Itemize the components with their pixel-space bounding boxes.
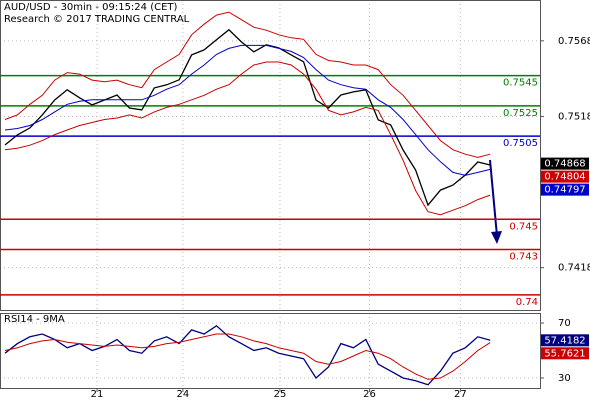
rsi-title: RSI14 - 9MA [4, 314, 65, 325]
x-tick-label: 21 [91, 389, 104, 400]
x-tick-label: 25 [274, 389, 287, 400]
series-line [4, 11, 491, 158]
last-value-box [541, 183, 589, 196]
x-tick-label: 27 [454, 389, 467, 400]
level-label: 0.7525 [503, 108, 538, 119]
x-tick-label: 24 [177, 389, 190, 400]
series-line [4, 44, 491, 176]
series-line [4, 324, 491, 386]
last-value-box [541, 334, 589, 347]
chart-title: AUD/USD - 30min - 09:15:24 (CET) [4, 2, 178, 13]
series-line [4, 333, 491, 380]
series-line [4, 61, 491, 216]
level-label: 0.7545 [503, 78, 538, 89]
plot-layer [0, 0, 540, 388]
last-value-label: 0.74797 [544, 185, 585, 196]
level-label: 0.745 [509, 221, 538, 232]
chart-subtitle: Research © 2017 TRADING CENTRAL [4, 14, 190, 25]
last-value-label: 0.74804 [544, 172, 585, 183]
y-tick-label: 0.7418 [558, 263, 590, 274]
series-line [4, 28, 491, 207]
y-tick-label: 30 [558, 373, 571, 384]
x-tick-label: 26 [363, 389, 376, 400]
y-tick-label: 0.7568 [558, 36, 590, 47]
rsi-frame [0, 313, 541, 389]
last-value-box [541, 157, 589, 170]
y-tick-label: 0.7518 [558, 111, 590, 122]
level-label: 0.7505 [503, 138, 538, 149]
forecast-arrow [489, 159, 498, 237]
last-value-label: 55.7621 [544, 348, 585, 359]
last-value-label: 57.4182 [544, 335, 585, 346]
y-tick-label: 70 [558, 318, 571, 329]
level-label: 0.74 [516, 297, 538, 308]
main-frame [0, 0, 541, 311]
last-value-box [541, 347, 589, 360]
last-value-box [541, 170, 589, 183]
last-value-label: 0.74868 [544, 159, 585, 170]
level-label: 0.743 [509, 252, 538, 263]
forecast-arrowhead [491, 231, 502, 244]
